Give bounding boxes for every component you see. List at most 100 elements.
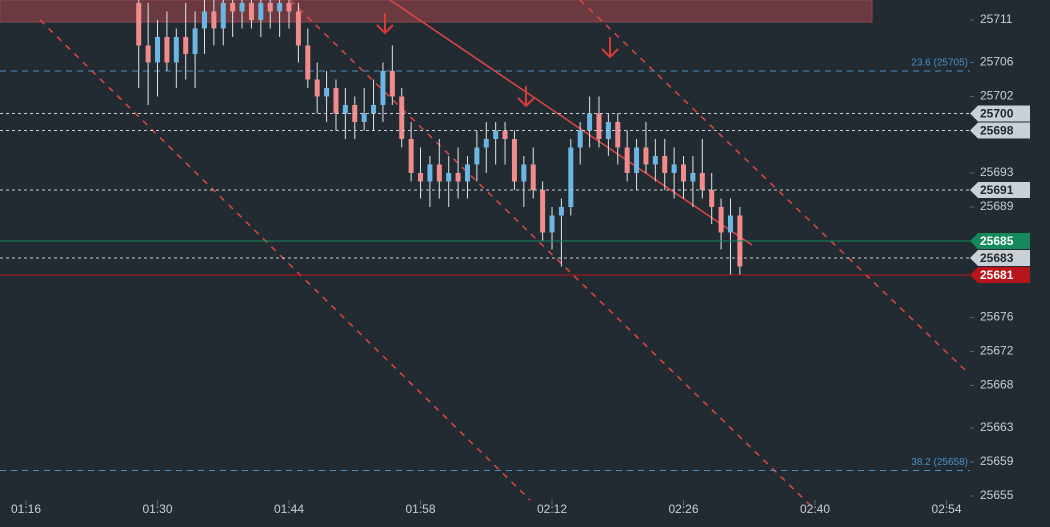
x-tick-label: 02:12 bbox=[537, 502, 567, 516]
fib-label: 23.6 (25705) bbox=[911, 58, 968, 69]
plot-area bbox=[0, 0, 970, 506]
price-badge-label: 25683 bbox=[980, 251, 1014, 265]
candle-body bbox=[455, 172, 461, 182]
trend-lines bbox=[39, 0, 966, 506]
supply-zone bbox=[0, 0, 873, 23]
candle-body bbox=[718, 206, 724, 233]
y-tick-label: 25702 bbox=[980, 89, 1014, 103]
candle-body bbox=[727, 215, 733, 233]
channel-line bbox=[579, 0, 966, 371]
candle-body bbox=[690, 172, 696, 182]
x-tick-label: 01:30 bbox=[143, 502, 173, 516]
candle-body bbox=[474, 147, 480, 165]
candle-body bbox=[652, 155, 658, 165]
candle-body bbox=[596, 113, 602, 139]
candle-body bbox=[211, 11, 217, 29]
candle-body bbox=[483, 138, 489, 148]
candle-body bbox=[248, 2, 254, 20]
candle-body bbox=[399, 96, 405, 139]
candle-body bbox=[521, 164, 527, 182]
candle-body bbox=[136, 2, 142, 46]
candle-body bbox=[540, 189, 546, 233]
channel-line bbox=[289, 0, 811, 506]
down-arrow bbox=[601, 37, 619, 59]
candle-body bbox=[267, 2, 273, 12]
candle-body bbox=[361, 113, 367, 122]
candle-body bbox=[277, 2, 283, 12]
x-tick-label: 01:58 bbox=[406, 502, 436, 516]
candle-body bbox=[624, 147, 630, 173]
y-tick-label: 25706 bbox=[980, 55, 1014, 69]
candle-body bbox=[671, 164, 677, 173]
candle-body bbox=[699, 172, 705, 190]
x-tick-label: 02:54 bbox=[932, 502, 962, 516]
candle-body bbox=[145, 45, 151, 63]
y-tick-label: 25689 bbox=[980, 199, 1014, 213]
price-badge-label: 25685 bbox=[980, 234, 1014, 248]
trend-line bbox=[389, 0, 753, 246]
price-badge bbox=[970, 105, 1030, 122]
candle-body bbox=[324, 87, 330, 97]
candle-body bbox=[286, 2, 292, 12]
candle-body bbox=[558, 206, 564, 216]
candle-body bbox=[493, 130, 499, 139]
candle-body bbox=[615, 121, 621, 148]
candle-body bbox=[446, 172, 452, 182]
candle-body bbox=[258, 2, 264, 20]
candle-body bbox=[530, 164, 536, 190]
candle-body bbox=[681, 164, 687, 182]
price-badge-label: 25700 bbox=[980, 107, 1014, 121]
candle-body bbox=[380, 70, 386, 105]
candle-body bbox=[643, 147, 649, 165]
price-badge bbox=[970, 232, 1030, 249]
candle-body bbox=[164, 36, 170, 63]
y-tick-label: 25672 bbox=[980, 344, 1014, 358]
y-tick-label: 25663 bbox=[980, 420, 1014, 434]
price-badge bbox=[970, 122, 1030, 139]
signal-arrows bbox=[376, 13, 619, 108]
candle-body bbox=[502, 130, 508, 139]
candle-body bbox=[305, 45, 311, 80]
candle-body bbox=[173, 36, 179, 63]
y-tick-label: 25676 bbox=[980, 310, 1014, 324]
candle-body bbox=[634, 147, 640, 173]
candle-body bbox=[389, 70, 395, 97]
candle-body bbox=[155, 36, 161, 63]
price-badge bbox=[970, 249, 1030, 266]
candle-body bbox=[295, 11, 301, 46]
x-tick-label: 01:16 bbox=[11, 502, 41, 516]
candle-body bbox=[464, 164, 470, 182]
down-arrow bbox=[376, 13, 394, 35]
x-tick-label: 02:40 bbox=[800, 502, 830, 516]
candle-body bbox=[239, 2, 245, 12]
candle-body bbox=[577, 130, 583, 148]
candle-body bbox=[192, 28, 198, 54]
candle-body bbox=[511, 138, 517, 182]
candle-body bbox=[183, 36, 189, 54]
candle-body bbox=[333, 87, 339, 114]
x-tick-label: 02:26 bbox=[669, 502, 699, 516]
candle-body bbox=[342, 104, 348, 114]
y-tick-label: 25655 bbox=[980, 488, 1014, 502]
candle-body bbox=[230, 2, 236, 12]
price-badge-label: 25698 bbox=[980, 124, 1014, 138]
candle-body bbox=[587, 113, 593, 131]
candle-body bbox=[427, 164, 433, 182]
x-tick-label: 01:44 bbox=[274, 502, 304, 516]
candle-body bbox=[314, 79, 320, 97]
candle-body bbox=[549, 215, 555, 233]
price-badge bbox=[970, 181, 1030, 198]
candle-body bbox=[662, 155, 668, 173]
candle-body bbox=[408, 138, 414, 173]
candle-body bbox=[436, 164, 442, 182]
price-badge bbox=[970, 266, 1030, 283]
candle-body bbox=[418, 172, 424, 182]
y-tick-label: 25693 bbox=[980, 165, 1014, 179]
y-tick-label: 25668 bbox=[980, 378, 1014, 392]
fib-label: 38.2 (25658) bbox=[911, 457, 968, 468]
down-arrow bbox=[517, 86, 535, 108]
y-tick-label: 25659 bbox=[980, 454, 1014, 468]
price-badge-label: 25691 bbox=[980, 183, 1014, 197]
